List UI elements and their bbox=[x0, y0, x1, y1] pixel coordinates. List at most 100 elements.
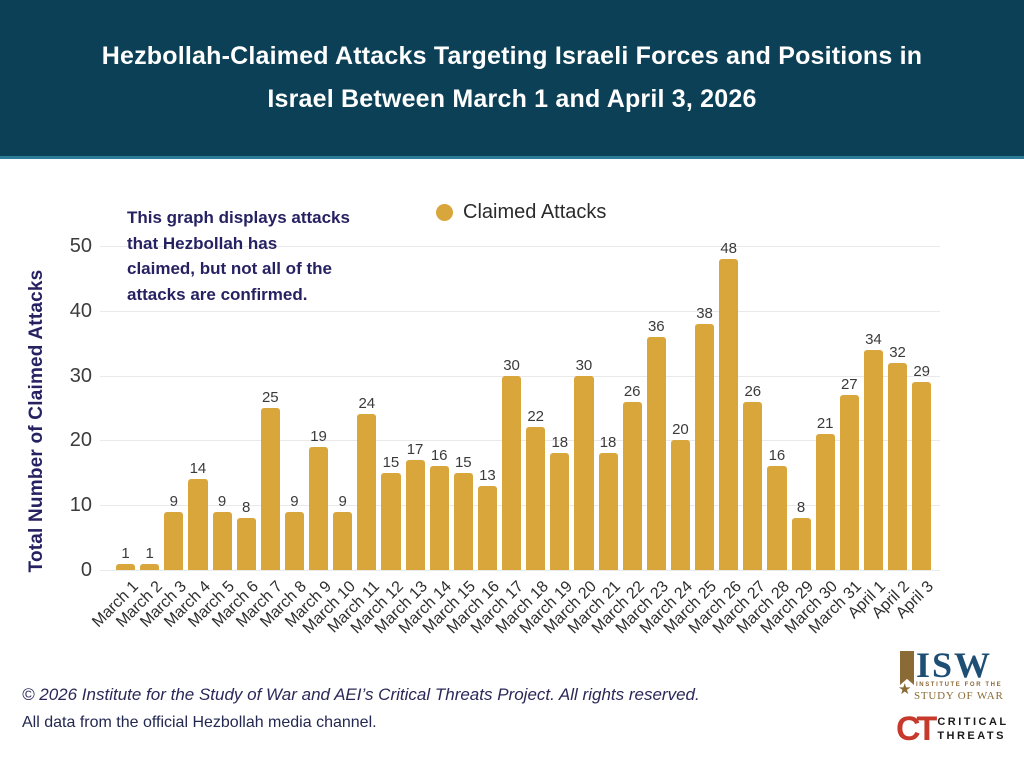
bar-slot-March 5: 9 bbox=[212, 230, 232, 570]
bar-value-label: 16 bbox=[768, 447, 786, 465]
bar-March 12 bbox=[381, 472, 401, 570]
legend-marker-icon bbox=[436, 204, 453, 221]
bar-slot-March 19: 18 bbox=[550, 230, 570, 570]
bar-slot-March 25: 38 bbox=[695, 230, 715, 570]
isw-ribbon-icon bbox=[900, 651, 914, 685]
bar-slot-March 21: 18 bbox=[598, 230, 618, 570]
bar-March 27 bbox=[743, 401, 763, 570]
bar-value-label: 26 bbox=[623, 382, 641, 400]
bar-March 3 bbox=[164, 511, 184, 570]
bar-slot-April 1: 34 bbox=[863, 230, 883, 570]
bar-April 1 bbox=[863, 349, 883, 570]
bar-March 9 bbox=[309, 446, 329, 570]
y-tick-label-10: 10 bbox=[69, 494, 92, 517]
annotation-line: attacks are confirmed. bbox=[127, 284, 308, 304]
bar-March 20 bbox=[574, 375, 594, 570]
bar-value-label: 9 bbox=[338, 492, 347, 510]
bar-value-label: 26 bbox=[744, 382, 762, 400]
bar-March 7 bbox=[260, 408, 280, 570]
bar-value-label: 48 bbox=[720, 239, 738, 257]
bar-slot-March 6: 8 bbox=[236, 230, 256, 570]
bar-March 25 bbox=[695, 323, 715, 570]
bar-April 2 bbox=[888, 362, 908, 570]
bar-March 10 bbox=[333, 511, 353, 570]
bar-March 30 bbox=[815, 433, 835, 570]
bar-March 13 bbox=[405, 459, 425, 570]
bar-value-label: 36 bbox=[647, 317, 665, 335]
chart-title-line-2: Israel Between March 1 and April 3, 2026 bbox=[267, 85, 757, 113]
bar-slot-March 23: 36 bbox=[646, 230, 666, 570]
bar-March 31 bbox=[839, 395, 859, 570]
bar-value-label: 16 bbox=[430, 447, 448, 465]
bar-April 3 bbox=[912, 382, 932, 570]
bar-value-label: 18 bbox=[551, 434, 569, 452]
bar-value-label: 9 bbox=[217, 492, 227, 510]
bar-value-label: 21 bbox=[816, 414, 834, 432]
isw-star-icon: ★ bbox=[898, 681, 912, 698]
bar-slot-March 1: 1 bbox=[116, 230, 136, 570]
bar-slot-March 12: 15 bbox=[381, 230, 401, 570]
bar-value-label: 25 bbox=[261, 389, 279, 406]
ct-word-threats: THREATS bbox=[937, 730, 1006, 742]
bar-value-label: 30 bbox=[575, 356, 593, 374]
bar-value-label: 9 bbox=[169, 492, 178, 510]
bar-March 11 bbox=[357, 414, 377, 570]
bar-slot-March 9: 19 bbox=[309, 230, 329, 570]
bar-March 6 bbox=[236, 518, 256, 570]
bar-slot-March 18: 22 bbox=[526, 230, 546, 570]
bar-March 15 bbox=[453, 472, 473, 570]
bar-value-label: 1 bbox=[121, 544, 130, 562]
bar-March 18 bbox=[526, 427, 546, 570]
bar-slot-March 10: 9 bbox=[333, 230, 353, 570]
gridline-50 bbox=[100, 246, 940, 247]
bar-slot-March 30: 21 bbox=[815, 230, 835, 570]
bar-value-label: 20 bbox=[672, 421, 689, 439]
isw-subtitle-2: STUDY OF WAR bbox=[914, 690, 1004, 702]
isw-logo: ★ ISW INSTITUTE FOR THE STUDY OF WAR bbox=[898, 645, 1010, 702]
bar-slot-March 29: 8 bbox=[791, 230, 811, 570]
bar-slot-March 17: 30 bbox=[502, 230, 522, 570]
bar-March 23 bbox=[646, 336, 666, 570]
y-tick-label-40: 40 bbox=[69, 299, 92, 322]
bar-March 5 bbox=[212, 511, 232, 570]
bar-value-label: 15 bbox=[382, 453, 400, 471]
chart-annotation: This graph displays attacks that Hezboll… bbox=[127, 205, 357, 307]
isw-acronym: ISW bbox=[915, 645, 993, 685]
y-tick-label-0: 0 bbox=[80, 559, 92, 581]
bar-March 4 bbox=[188, 479, 208, 570]
bar-March 2 bbox=[140, 563, 160, 570]
bar-value-label: 17 bbox=[406, 440, 424, 458]
bar-slot-March 11: 24 bbox=[357, 230, 377, 570]
bar-March 24 bbox=[670, 440, 690, 570]
y-tick-label-20: 20 bbox=[69, 429, 92, 452]
bar-value-label: 34 bbox=[865, 330, 882, 348]
bar-slot-March 8: 9 bbox=[284, 230, 304, 570]
bar-value-label: 14 bbox=[189, 460, 207, 478]
bar-slot-March 3: 9 bbox=[164, 230, 184, 570]
bar-series-claimed-attacks: 1 1 9 14 9 8 25 9 19 9 24 15 17 16 15 13 30 22 18 30 18 26 36 2… bbox=[116, 230, 932, 570]
y-tick-label-50: 50 bbox=[69, 235, 92, 257]
bar-value-label: 15 bbox=[454, 453, 472, 471]
bar-value-label: 18 bbox=[599, 434, 617, 452]
bar-value-label: 8 bbox=[242, 499, 251, 517]
bar-March 1 bbox=[116, 563, 136, 570]
bar-March 26 bbox=[719, 258, 739, 570]
bar-slot-March 31: 27 bbox=[839, 230, 859, 570]
ct-wordmark: CRITICAL THREATS bbox=[937, 716, 1008, 742]
bar-value-label: 30 bbox=[503, 356, 520, 374]
bar-value-label: 1 bbox=[145, 544, 154, 562]
bar-slot-March 22: 26 bbox=[622, 230, 642, 570]
bar-March 8 bbox=[284, 511, 304, 570]
bar-slot-March 15: 15 bbox=[453, 230, 473, 570]
legend: Claimed Attacks bbox=[436, 201, 606, 224]
bar-slot-April 3: 29 bbox=[912, 230, 932, 570]
bar-March 22 bbox=[622, 401, 642, 570]
chart-title-line-1: Hezbollah-Claimed Attacks Targeting Isra… bbox=[101, 42, 923, 70]
bar-slot-March 7: 25 bbox=[260, 230, 280, 570]
bar-value-label: 32 bbox=[889, 343, 906, 361]
bar-value-label: 9 bbox=[290, 492, 299, 510]
bar-March 19 bbox=[550, 453, 570, 570]
critical-threats-logo: CT CRITICAL THREATS bbox=[896, 708, 1016, 750]
ct-word-critical: CRITICAL bbox=[937, 716, 1009, 728]
